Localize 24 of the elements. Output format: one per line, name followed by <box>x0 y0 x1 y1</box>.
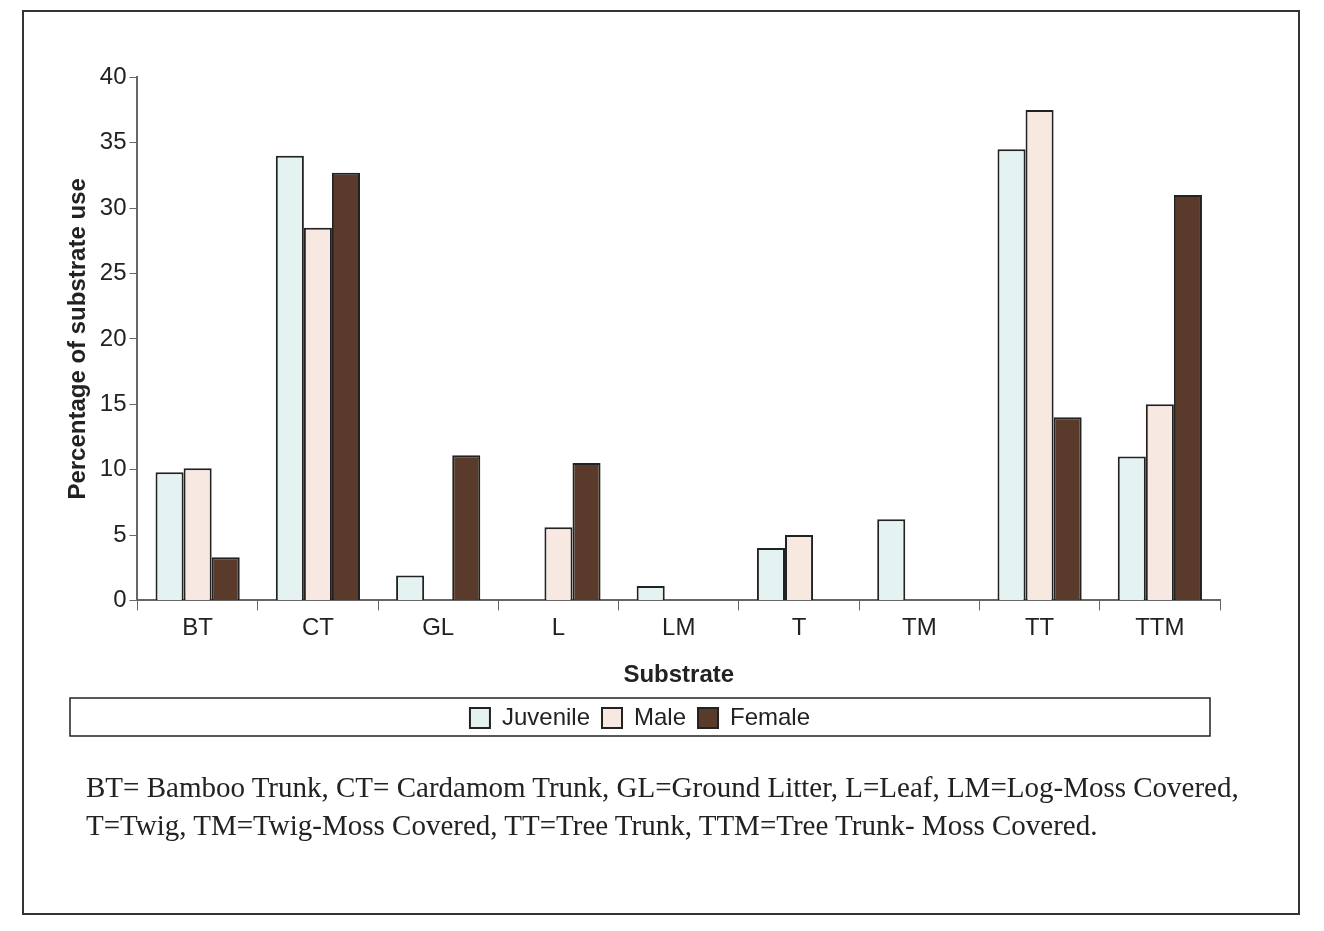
text: BT= Bamboo Trunk, CT= Cardamom Trunk, GL=Ground Litter, L=Leaf, LM=Log-Moss Covered, T=Twig, TM=Twig-Moss Covered, TT=Tree Trunk, TTM=Tree Trunk- Moss Covered. <box>86 770 1240 843</box>
legend-label: Juvenile <box>501 702 591 730</box>
y-tick-label: 15 <box>99 388 127 416</box>
x-tick-label: CT <box>301 613 335 641</box>
x-tick-label: TTM <box>1135 613 1185 641</box>
x-tick-label: L <box>551 613 566 641</box>
y-tick-label: 0 <box>113 585 127 613</box>
x-tick-label: LM <box>662 613 696 641</box>
x-tick-label: TM <box>901 613 937 641</box>
y-tick-label: 40 <box>99 62 127 90</box>
y-tick-label: 25 <box>99 258 127 286</box>
y-tick-label: 20 <box>99 323 127 351</box>
x-tick-label: T <box>791 613 807 641</box>
y-tick-label: 10 <box>99 454 127 482</box>
y-tick-label: 30 <box>99 192 127 220</box>
x-axis-title: Substrate <box>623 660 735 688</box>
legend-label: Male <box>634 702 687 730</box>
x-tick-label: GL <box>422 613 455 641</box>
y-tick-label: 5 <box>113 519 127 547</box>
y-axis-title: Percentage of substrate use <box>63 178 91 500</box>
legend-label: Female <box>730 702 811 730</box>
y-tick-label: 35 <box>99 127 127 155</box>
x-tick-label: BT <box>182 613 214 641</box>
x-tick-label: TT <box>1024 613 1055 641</box>
